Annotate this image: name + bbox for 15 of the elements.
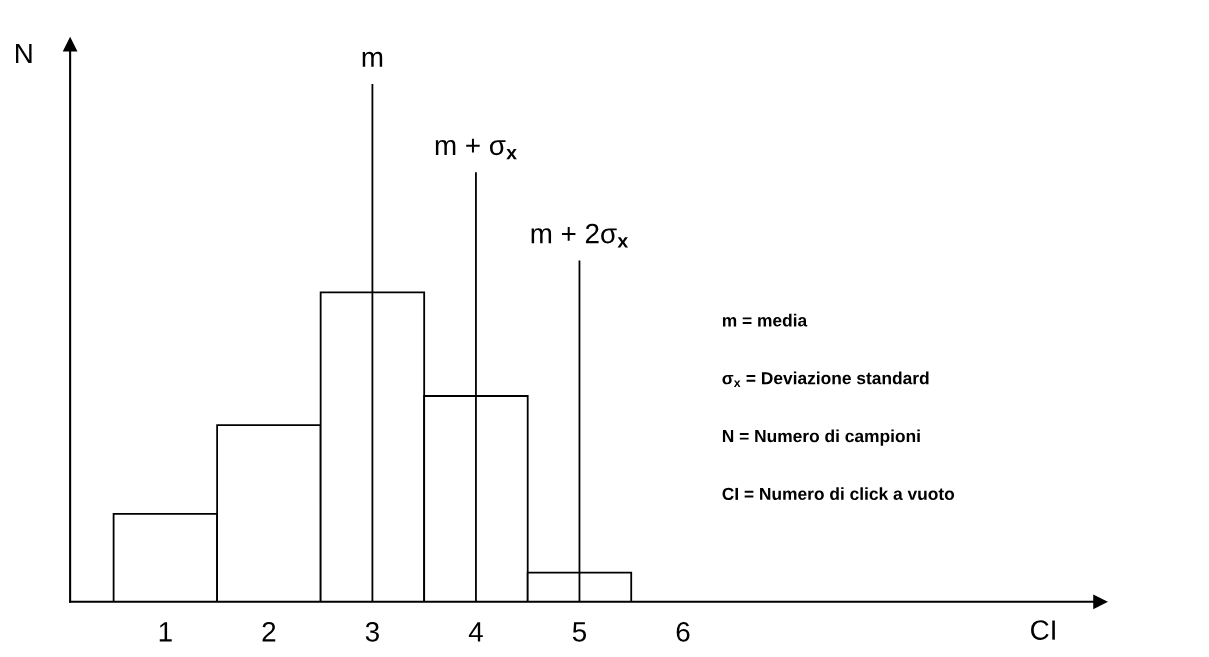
- x-tick-label: 3: [365, 621, 379, 642]
- annotation: σ$_{x}$ = Deviazione standard: [722, 371, 929, 387]
- ref-line-label: m + σ$_{x}$: [435, 138, 517, 160]
- ref-line-label: m: [362, 51, 383, 67]
- ref-line-label: m + 2σ$_{x}$: [531, 223, 629, 248]
- annotation: CI = Numero di click a vuoto: [722, 487, 955, 501]
- x-tick-label: 1: [159, 622, 172, 642]
- x-tick-label: 4: [468, 622, 483, 642]
- text: CI: [1031, 620, 1055, 640]
- x-tick-label: 6: [676, 621, 690, 642]
- x-tick-label: 2: [262, 621, 276, 642]
- annotation: m = media: [722, 313, 808, 327]
- text: N: [16, 43, 32, 63]
- annotation: N = Numero di campioni: [722, 429, 920, 446]
- x-tick-label: 5: [572, 622, 587, 642]
